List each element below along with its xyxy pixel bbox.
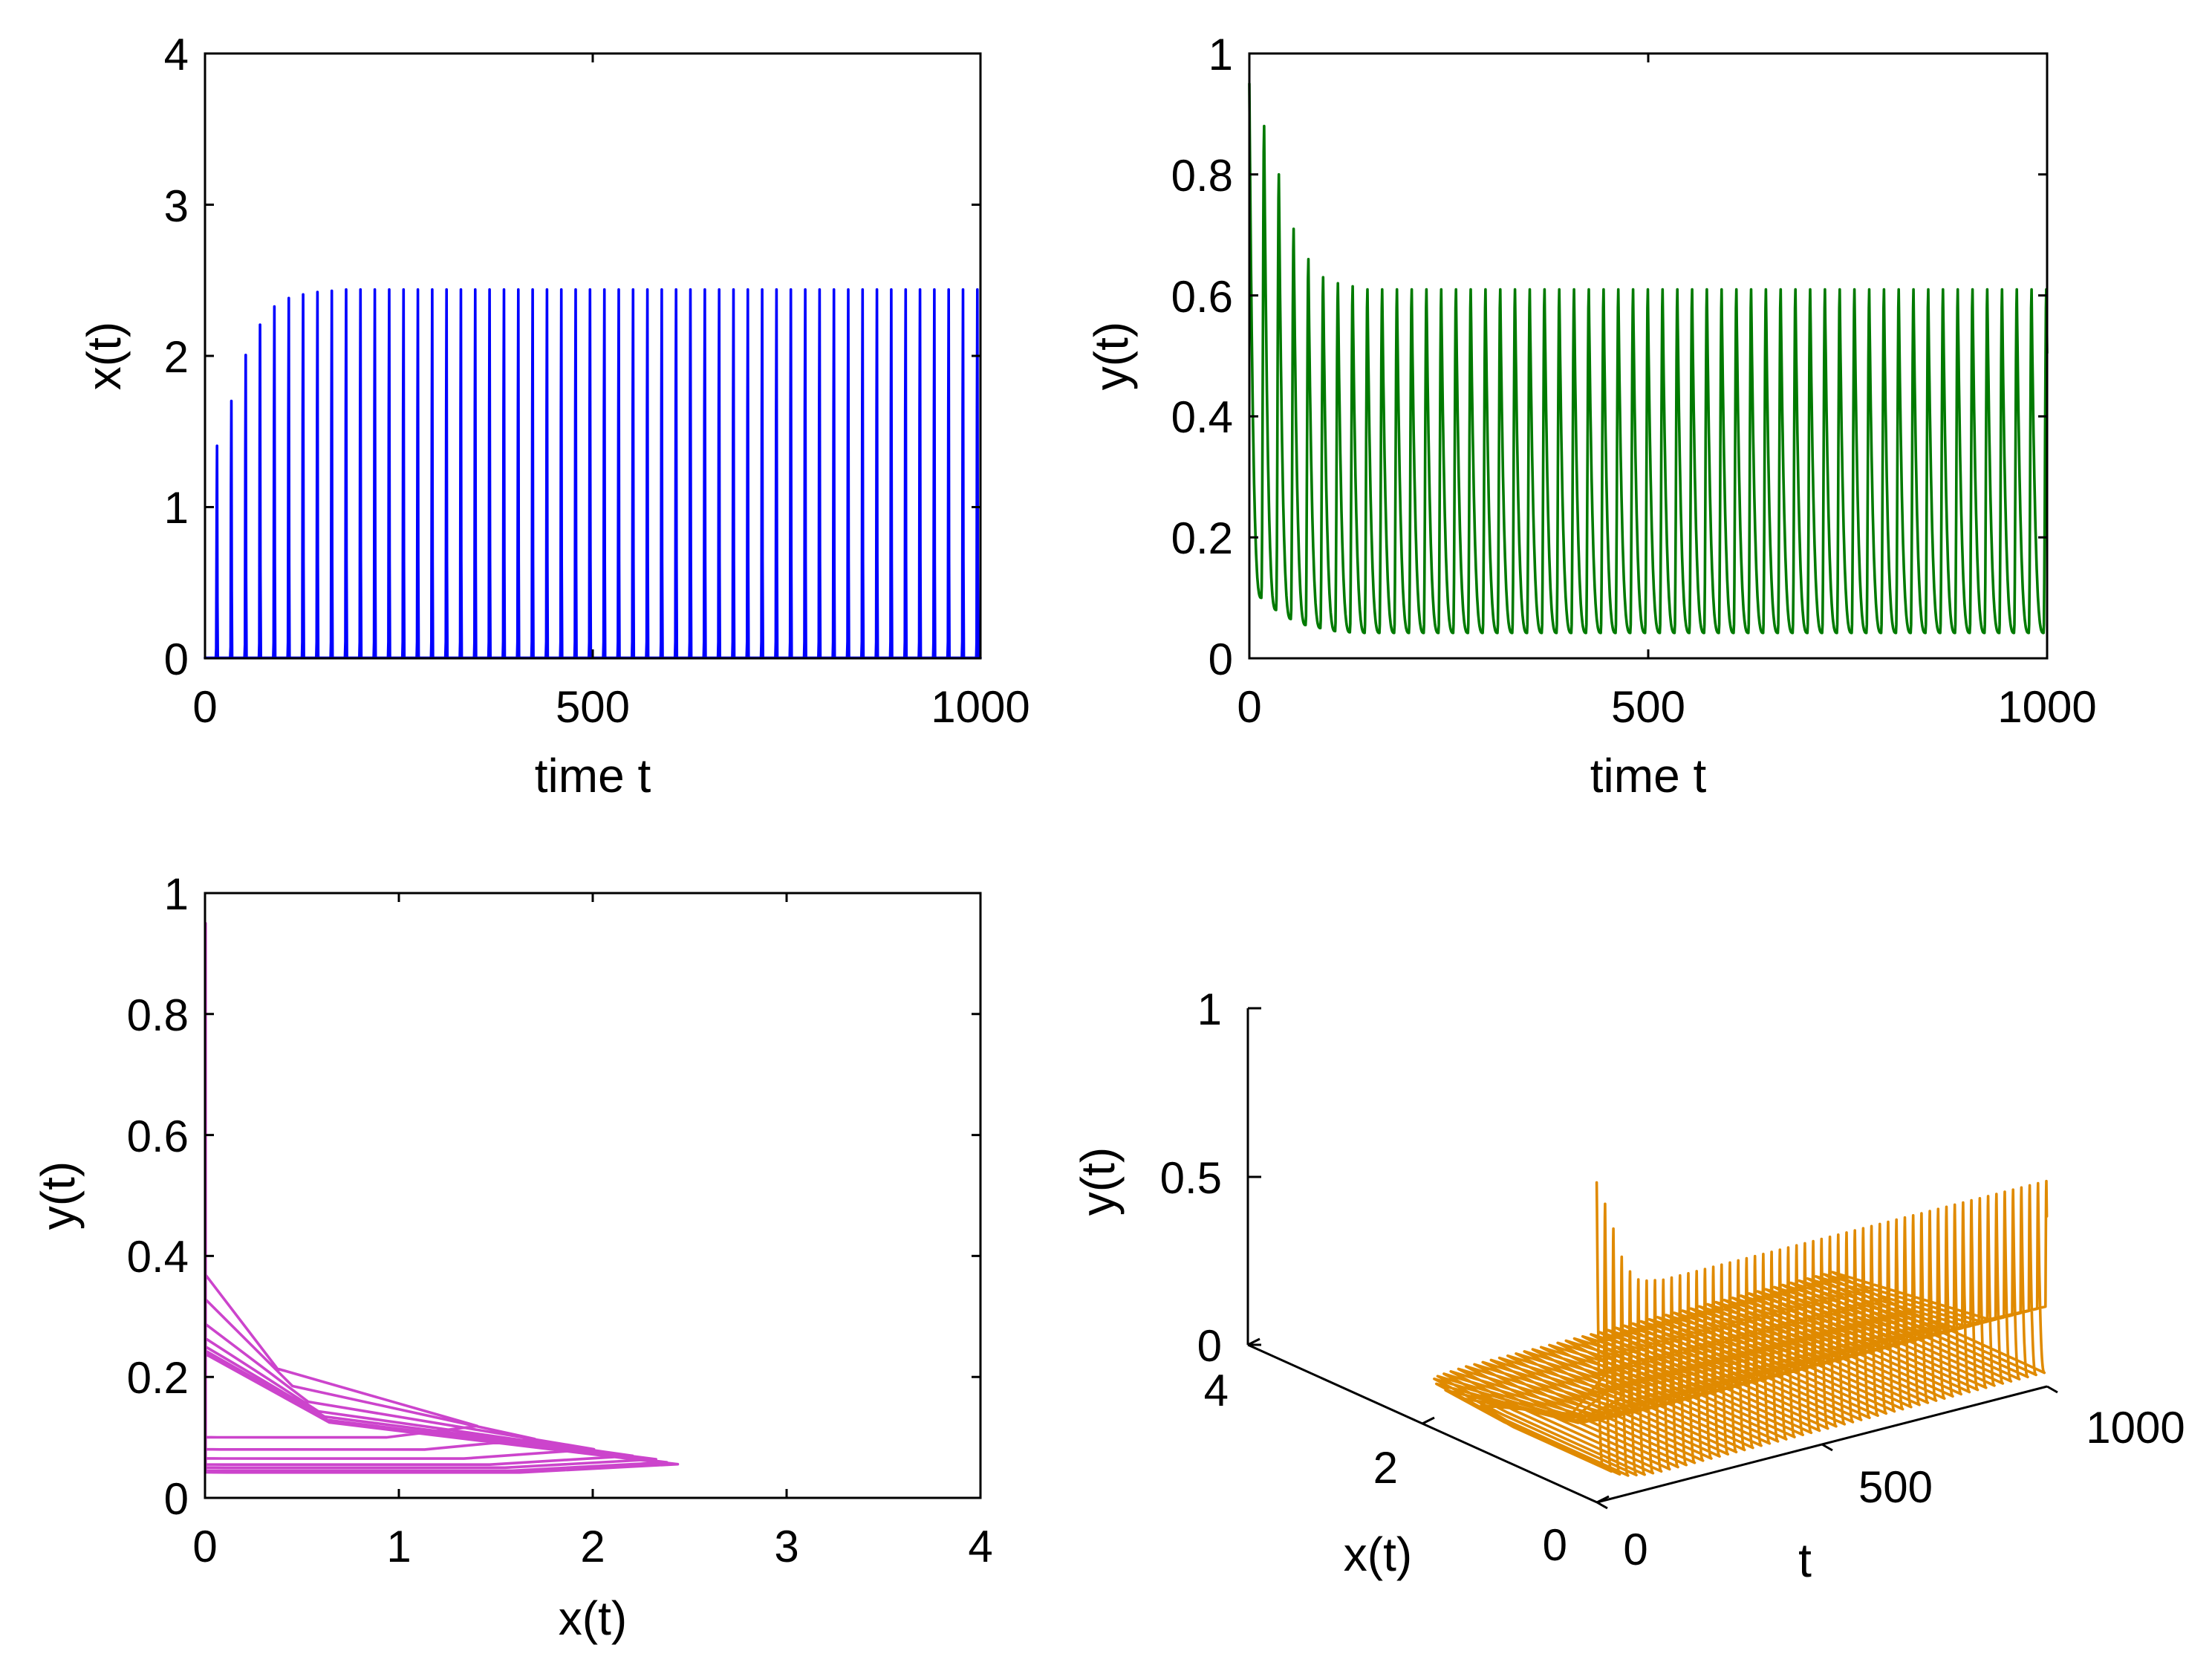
- t-tick-label: 500: [1858, 1462, 1933, 1512]
- y-tick-label: 0.6: [1171, 272, 1233, 322]
- tick-marks: [204, 52, 982, 660]
- y-tick-label: 1: [164, 869, 189, 919]
- chart-phase-portrait: 0 0.2 0.4 0.6 0.8 1 0 1 2 3 4 x(t) y(t): [31, 869, 993, 1645]
- tick-mark-set: [1248, 52, 2049, 660]
- x-tick-label: 500: [1611, 682, 1685, 732]
- t-tick-label: 0: [1623, 1525, 1647, 1574]
- x-axis-label: time t: [1590, 749, 1707, 802]
- y-tick-label: 0: [1197, 1321, 1222, 1371]
- y-tick-label: 0.2: [127, 1353, 189, 1403]
- y-tick-label: 4: [164, 30, 189, 80]
- x-tick-label: 0: [192, 1522, 217, 1571]
- chart-y-vs-time: 0 0.2 0.4 0.6 0.8 1 0 500 1000 time t y(…: [1084, 30, 2097, 802]
- y-tick-label: 0.8: [1171, 151, 1233, 201]
- y-tick-label: 0.2: [1171, 513, 1233, 563]
- x-axis-label: x(t): [1344, 1528, 1412, 1581]
- x-tick-label: 0: [1543, 1520, 1567, 1570]
- y-axis-label: x(t): [77, 322, 131, 390]
- y-tick-label: 1: [1209, 30, 1233, 80]
- y-tick-label: 0: [1209, 635, 1233, 684]
- axis-lines-3d: [1246, 1007, 2058, 1510]
- x-tick-label: 1000: [1997, 682, 2096, 732]
- y-axis-label: y(t): [1071, 1147, 1125, 1216]
- x-tick-label: 500: [556, 682, 630, 732]
- x-tick-label: 0: [192, 682, 217, 732]
- x-tick-label: 2: [580, 1522, 605, 1571]
- series-line-x: [204, 288, 982, 660]
- tick-mark-set: [204, 52, 982, 660]
- x-tick-label: 3: [774, 1522, 798, 1571]
- plot-frame: [204, 892, 982, 1499]
- y-tick-label: 1: [1197, 984, 1222, 1034]
- x-tick-label: 1: [386, 1522, 411, 1571]
- series-line-3d: [1433, 1179, 2049, 1477]
- x-tick-label: 1000: [931, 682, 1029, 732]
- tick-marks: [1248, 52, 2049, 660]
- x-tick-label: 0: [1237, 682, 1261, 732]
- y-tick-label: 0: [164, 1474, 189, 1524]
- y-tick-label: 0.6: [127, 1112, 189, 1161]
- y-axis-label: y(t): [1084, 322, 1138, 390]
- y-tick-label: 0.4: [127, 1232, 189, 1282]
- y-tick-label: 0.4: [1171, 392, 1233, 442]
- y-axis-label: y(t): [31, 1161, 85, 1230]
- y-tick-label: 0.5: [1160, 1153, 1222, 1203]
- series-line-y: [1248, 82, 2049, 635]
- series-line-phase: [204, 921, 680, 1474]
- x-axis-label: time t: [535, 749, 651, 802]
- t-tick-label: 1000: [2086, 1403, 2185, 1453]
- tick-marks: [204, 892, 982, 1499]
- x-tick-label: 4: [968, 1522, 992, 1571]
- y-tick-label: 2: [164, 332, 189, 382]
- y-tick-label: 0: [164, 635, 189, 684]
- x-tick-label: 4: [1204, 1366, 1229, 1415]
- chart-x-vs-time: 0 1 2 3 4 0 500 1000 time t x(t): [77, 30, 1030, 802]
- t-axis-label: t: [1798, 1534, 1812, 1587]
- y-tick-label: 3: [164, 181, 189, 231]
- chart-3d-trajectory: 0 0.5 1 0 2 4 0 500 1000 y(t) x(t) t: [1071, 984, 2185, 1587]
- x-axis-label: x(t): [559, 1591, 627, 1645]
- y-tick-label: 0.8: [127, 990, 189, 1040]
- tick-mark-set: [204, 892, 982, 1499]
- y-tick-label: 1: [164, 483, 189, 533]
- x-tick-label: 2: [1373, 1443, 1398, 1493]
